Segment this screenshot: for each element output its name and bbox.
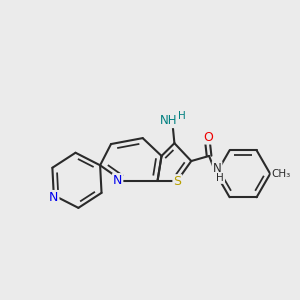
Text: N: N: [113, 174, 122, 187]
Text: H: H: [216, 173, 224, 183]
Text: H: H: [178, 112, 186, 122]
Text: CH₃: CH₃: [272, 169, 291, 179]
Text: N: N: [213, 162, 221, 175]
Text: N: N: [49, 191, 58, 204]
Text: S: S: [173, 175, 181, 188]
Text: NH: NH: [159, 114, 177, 127]
Text: O: O: [203, 130, 213, 143]
